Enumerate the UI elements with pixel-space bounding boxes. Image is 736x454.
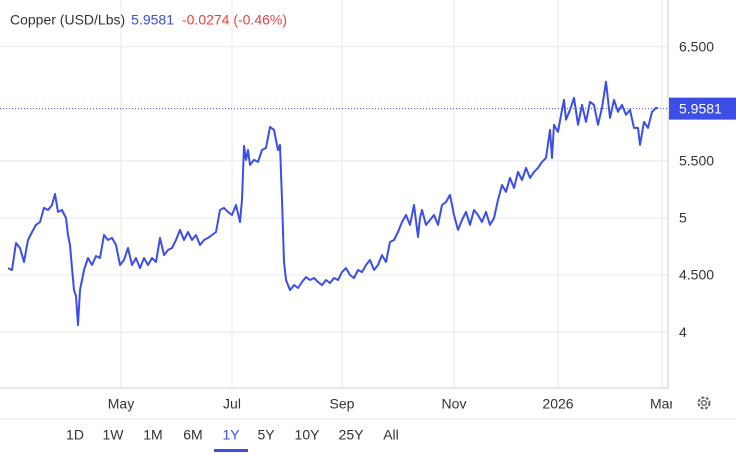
range-button[interactable]: 5Y [257,427,275,443]
settings-icon[interactable] [697,396,711,410]
price: 5.9581 [131,12,174,28]
x-tick-label: Mar [650,396,674,412]
x-tick-label: Sep [330,396,355,412]
range-button[interactable]: 1Y [222,427,240,443]
range-button[interactable]: 10Y [295,427,321,443]
x-tick-label: May [108,396,134,412]
y-tick-label: 4 [679,324,687,340]
selected-underline [214,449,248,452]
change: -0.0274 (-0.46%) [182,12,287,28]
range-button[interactable]: 25Y [339,427,365,443]
y-tick-label: 5 [679,210,687,226]
x-tick-label: 2026 [542,396,573,412]
y-tick-label: 5.500 [679,153,714,169]
x-tick-label: Nov [442,396,467,412]
range-button[interactable]: 1M [143,427,162,443]
x-tick-label: Jul [223,396,241,412]
y-tick-label: 6.500 [679,38,714,54]
range-button[interactable]: 6M [183,427,202,443]
price-line [7,80,659,327]
range-button[interactable]: All [383,427,399,443]
chart-title: Copper (USD/Lbs) [10,12,125,28]
last-price-label: 5.9581 [679,100,722,116]
last-price-badge [669,97,736,120]
y-tick-label: 4.500 [679,267,714,283]
range-button[interactable]: 1D [66,427,84,443]
range-button[interactable]: 1W [103,427,125,443]
